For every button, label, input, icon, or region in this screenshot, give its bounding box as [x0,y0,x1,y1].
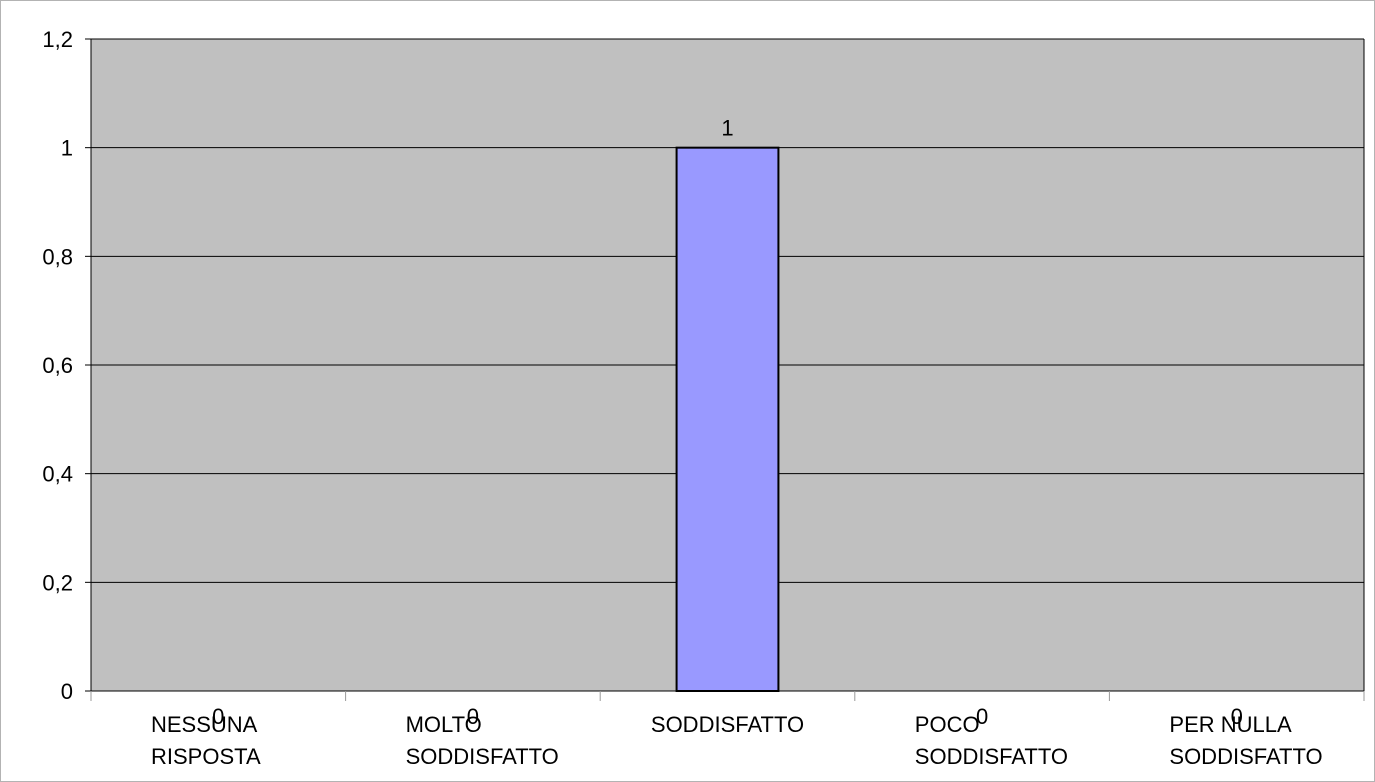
y-tick-label: 1,2 [42,27,73,52]
x-category-label: NESSUNA [151,712,258,737]
y-axis-ticks: 0 0,2 0,4 0,6 0,8 1 1,2 [42,27,91,704]
x-category-label: POCO [915,712,980,737]
y-tick-label: 1 [61,136,73,161]
data-label: 0 [467,704,479,729]
x-category-label: SODDISFATTO [651,712,804,737]
y-tick-label: 0,8 [42,244,73,269]
data-label: 0 [976,704,988,729]
data-label: 0 [212,704,224,729]
x-category-label: SODDISFATTO [1169,744,1322,769]
y-tick-label: 0,6 [42,353,73,378]
y-tick-label: 0,4 [42,462,73,487]
y-tick-label: 0 [61,679,73,704]
data-label: 1 [721,116,733,141]
data-labels: 0 0 1 0 0 [212,116,1243,729]
data-label: 0 [1231,704,1243,729]
x-category-label: PER NULLA [1169,712,1292,737]
bar [675,146,780,692]
x-category-label: MOLTO [406,712,482,737]
y-tick-label: 0,2 [42,570,73,595]
x-category-label: SODDISFATTO [406,744,559,769]
x-category-label: RISPOSTA [151,744,261,769]
bars [675,146,780,692]
x-axis-ticks: NESSUNA RISPOSTA MOLTO SODDISFATTO SODDISFAT… [90,691,1365,769]
x-category-label: SODDISFATTO [915,744,1068,769]
